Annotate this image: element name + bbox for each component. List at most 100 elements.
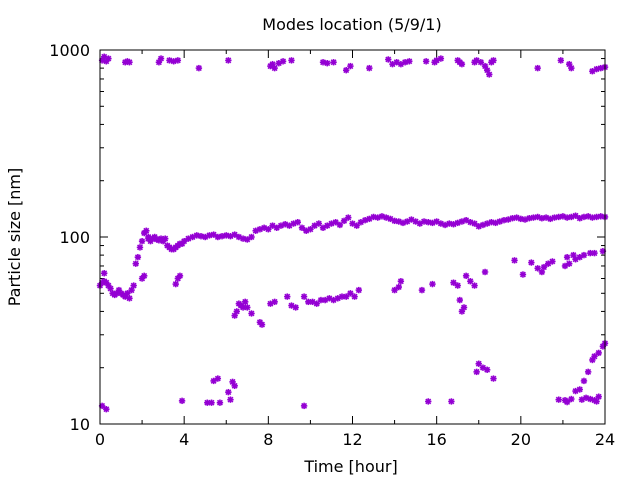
data-point — [227, 396, 234, 403]
data-point — [528, 259, 535, 266]
data-point — [511, 257, 518, 264]
x-tick-label: 4 — [179, 430, 189, 449]
data-point — [576, 386, 583, 393]
data-point — [227, 232, 234, 240]
data-point — [315, 220, 323, 227]
data-point — [162, 235, 169, 242]
x-tick-label: 16 — [426, 430, 446, 449]
data-point — [595, 349, 602, 357]
data-point — [351, 293, 358, 300]
data-point — [277, 222, 285, 229]
data-point — [244, 304, 251, 311]
data-point — [563, 253, 571, 261]
data-point — [300, 402, 308, 410]
data-point — [172, 280, 179, 288]
data-point — [105, 55, 112, 62]
data-point — [258, 321, 266, 328]
data-point — [345, 214, 352, 221]
data-point — [570, 251, 577, 259]
x-tick-label: 12 — [342, 430, 362, 449]
data-point — [473, 368, 480, 376]
data-point — [225, 388, 232, 396]
data-point — [391, 286, 398, 294]
data-point — [467, 278, 474, 285]
x-tick-label: 0 — [95, 430, 105, 449]
data-point — [330, 59, 337, 66]
data-point — [580, 377, 588, 385]
data-point — [483, 366, 491, 373]
data-point — [248, 310, 255, 317]
data-point — [347, 62, 354, 70]
data-point — [271, 298, 278, 306]
data-point — [355, 286, 363, 294]
data-point — [568, 64, 575, 72]
data-point — [134, 253, 142, 261]
data-point — [225, 57, 232, 64]
data-point — [425, 218, 432, 226]
data-point — [216, 399, 224, 406]
data-point — [406, 58, 413, 65]
data-point — [530, 214, 537, 221]
data-point — [342, 66, 350, 74]
data-point — [332, 218, 339, 226]
data-point — [555, 396, 562, 403]
data-point — [477, 59, 485, 66]
data-point — [294, 218, 301, 226]
data-point — [193, 232, 200, 239]
data-point — [490, 375, 497, 382]
data-point — [126, 59, 133, 66]
data-point — [366, 64, 373, 72]
data-point — [563, 398, 571, 406]
data-point — [385, 56, 392, 63]
data-point — [395, 283, 402, 291]
data-point — [279, 58, 287, 65]
data-point — [456, 296, 464, 304]
y-axis-label: Particle size [nm] — [5, 168, 24, 307]
data-point — [288, 57, 295, 64]
data-point — [460, 304, 468, 311]
data-point — [580, 251, 588, 259]
data-point — [231, 382, 238, 390]
data-point — [397, 278, 405, 285]
points-layer — [96, 53, 609, 413]
data-point — [176, 272, 184, 280]
data-point — [568, 395, 575, 403]
data-point — [448, 398, 455, 405]
y-tick-label: 10 — [70, 415, 90, 434]
chart-title: Modes location (5/9/1) — [262, 15, 441, 34]
data-point — [418, 286, 426, 294]
y-tick-label: 100 — [59, 228, 90, 247]
ticks-layer: 0 4 8 12 16 20 24 10 100 1000 — [49, 41, 615, 449]
data-point — [422, 58, 430, 65]
data-point — [298, 224, 306, 231]
data-point — [174, 57, 182, 64]
data-point — [233, 308, 240, 315]
x-tick-label: 20 — [511, 430, 531, 449]
data-point — [540, 263, 548, 271]
plot-frame — [99, 49, 606, 425]
data-point — [462, 272, 470, 280]
data-point — [557, 57, 565, 64]
data-point — [101, 270, 108, 277]
data-point — [486, 71, 493, 78]
data-point — [241, 298, 249, 306]
data-point — [140, 272, 148, 280]
data-point — [429, 280, 436, 288]
data-point — [214, 375, 222, 382]
data-point — [549, 258, 556, 265]
data-point — [136, 244, 144, 251]
data-point — [538, 268, 546, 276]
data-point — [490, 57, 497, 64]
data-point — [271, 64, 278, 72]
data-point — [132, 260, 139, 267]
data-point — [324, 59, 331, 67]
x-tick-label: 8 — [263, 430, 273, 449]
data-point — [595, 393, 602, 400]
data-point — [130, 282, 137, 289]
data-point — [591, 249, 598, 257]
data-point — [450, 279, 457, 286]
data-point — [248, 233, 255, 241]
data-point — [534, 64, 541, 72]
